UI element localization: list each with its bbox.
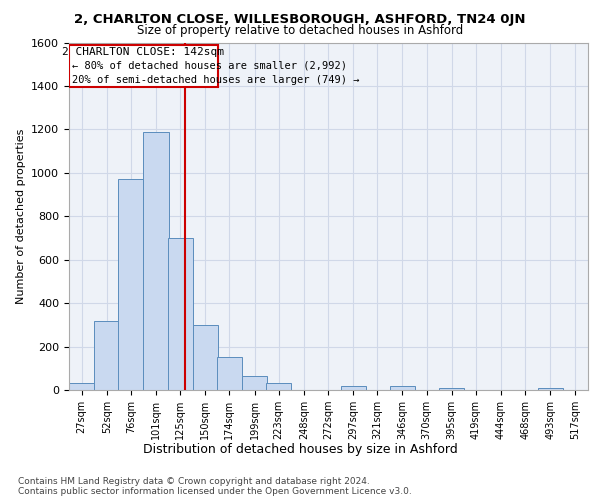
- Text: 2, CHARLTON CLOSE, WILLESBOROUGH, ASHFORD, TN24 0JN: 2, CHARLTON CLOSE, WILLESBOROUGH, ASHFOR…: [74, 12, 526, 26]
- Bar: [390, 386, 415, 390]
- Bar: [341, 386, 366, 390]
- Text: Contains public sector information licensed under the Open Government Licence v3: Contains public sector information licen…: [18, 488, 412, 496]
- Text: Contains HM Land Registry data © Crown copyright and database right 2024.: Contains HM Land Registry data © Crown c…: [18, 478, 370, 486]
- Bar: [143, 132, 169, 390]
- Bar: [69, 44, 218, 87]
- Bar: [94, 320, 119, 390]
- Bar: [193, 325, 218, 390]
- Bar: [439, 388, 464, 390]
- Bar: [118, 180, 143, 390]
- Bar: [538, 388, 563, 390]
- Text: Distribution of detached houses by size in Ashford: Distribution of detached houses by size …: [143, 442, 457, 456]
- Text: 20% of semi-detached houses are larger (749) →: 20% of semi-detached houses are larger (…: [72, 75, 359, 85]
- Text: Size of property relative to detached houses in Ashford: Size of property relative to detached ho…: [137, 24, 463, 37]
- Text: ← 80% of detached houses are smaller (2,992): ← 80% of detached houses are smaller (2,…: [72, 61, 347, 71]
- Bar: [167, 238, 193, 390]
- Bar: [242, 376, 267, 390]
- Text: 2 CHARLTON CLOSE: 142sqm: 2 CHARLTON CLOSE: 142sqm: [62, 46, 224, 56]
- Bar: [266, 384, 291, 390]
- Bar: [69, 384, 94, 390]
- Bar: [217, 358, 242, 390]
- Y-axis label: Number of detached properties: Number of detached properties: [16, 128, 26, 304]
